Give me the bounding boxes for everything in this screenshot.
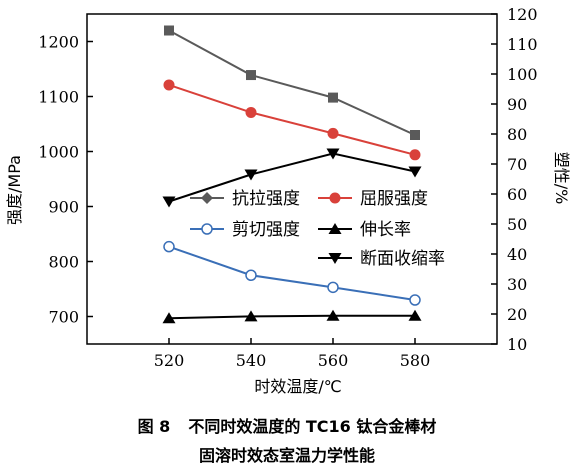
data-point — [162, 312, 176, 324]
x-axis-title: 时效温度/℃ — [254, 377, 341, 396]
data-point — [326, 309, 340, 321]
figure-caption-line1: 图 8 不同时效温度的 TC16 钛合金棒材 — [0, 413, 574, 437]
left-y-tick-label: 900 — [48, 198, 79, 217]
data-point — [245, 269, 257, 281]
data-point — [163, 79, 175, 91]
data-point — [410, 130, 420, 140]
data-point — [327, 127, 339, 139]
legend-item-5: 断面收缩率 — [318, 249, 445, 269]
series-line — [168, 314, 415, 320]
series-4 — [162, 309, 422, 324]
data-point — [409, 294, 421, 306]
right-y-tick-label: 20 — [507, 305, 527, 324]
figure-caption-line2: 固溶时效态室温力学性能 — [0, 442, 574, 466]
left-y-tick-label: 1000 — [38, 143, 79, 162]
x-tick-label: 560 — [318, 351, 349, 370]
series-5 — [162, 148, 422, 208]
legend-marker — [201, 223, 213, 235]
series-3 — [163, 240, 421, 306]
figure-subtitle: 固溶时效态室温力学性能 — [198, 446, 375, 465]
data-point — [408, 166, 422, 178]
legend-label: 断面收缩率 — [360, 249, 445, 269]
left-y-tick-label: 1200 — [38, 33, 79, 52]
legend-label: 屈服强度 — [360, 189, 428, 209]
right-y-tick-label: 80 — [507, 125, 527, 144]
series-line — [168, 29, 416, 136]
data-point — [245, 106, 257, 118]
right-y-tick-label: 110 — [507, 35, 538, 54]
plot-frame — [86, 13, 498, 345]
data-point — [244, 169, 258, 181]
left-y-tick-label: 700 — [48, 308, 79, 327]
data-point — [409, 149, 421, 161]
series-layer — [162, 25, 422, 324]
x-tick-label: 540 — [236, 351, 267, 370]
data-point — [327, 281, 339, 294]
data-point — [408, 309, 422, 321]
legend-item-3: 剪切强度 — [190, 220, 300, 240]
legend-marker — [329, 192, 341, 204]
right-y-tick-label: 40 — [507, 245, 527, 264]
right-y-tick-label: 120 — [507, 5, 538, 24]
plot-border — [86, 13, 498, 345]
legend-marker — [328, 223, 342, 234]
legend-item-1: 抗拉强度 — [190, 189, 300, 209]
right-y-tick-label: 100 — [507, 65, 538, 84]
legend-label: 伸长率 — [360, 220, 411, 240]
right-y-tick-label: 10 — [507, 335, 527, 354]
series-2 — [163, 79, 421, 161]
data-point — [164, 25, 174, 36]
series-line — [168, 152, 416, 203]
series-line — [168, 84, 416, 156]
legend-marker — [201, 192, 213, 204]
legend-marker — [328, 253, 342, 264]
data-point — [328, 92, 338, 103]
right-y-tick-label: 50 — [507, 215, 527, 234]
legend-label: 剪切强度 — [232, 220, 300, 240]
data-point — [326, 148, 340, 160]
right-y-tick-label: 70 — [507, 155, 527, 174]
series-line — [168, 245, 416, 301]
left-y-axis-title: 强度/MPa — [5, 155, 24, 225]
legend-label: 抗拉强度 — [232, 189, 300, 209]
data-point — [244, 310, 258, 322]
right-y-axis-title: 塑性/% — [552, 152, 571, 205]
data-point — [246, 70, 256, 81]
legend-item-4: 伸长率 — [318, 220, 411, 240]
chart: 520 540 560 580 700 800 900 1000 1100 1200 10 20 30 4… — [5, 5, 571, 396]
left-y-tick-label: 800 — [48, 253, 79, 272]
right-y-tick-label: 90 — [507, 95, 527, 114]
data-point — [162, 196, 176, 208]
figure-number: 图 8 — [137, 417, 171, 436]
axis-ticks: 520 540 560 580 700 800 900 1000 1100 1200 10 20 30 4… — [38, 5, 537, 370]
x-tick-label: 520 — [154, 351, 185, 370]
series-1 — [164, 25, 420, 140]
figure-title: 不同时效温度的 TC16 钛合金棒材 — [188, 417, 437, 436]
data-point — [163, 240, 175, 253]
x-tick-label: 580 — [400, 351, 431, 370]
left-y-tick-label: 1100 — [38, 88, 79, 107]
legend-item-2: 屈服强度 — [318, 189, 428, 209]
right-y-tick-label: 30 — [507, 275, 527, 294]
right-y-tick-label: 60 — [507, 185, 527, 204]
